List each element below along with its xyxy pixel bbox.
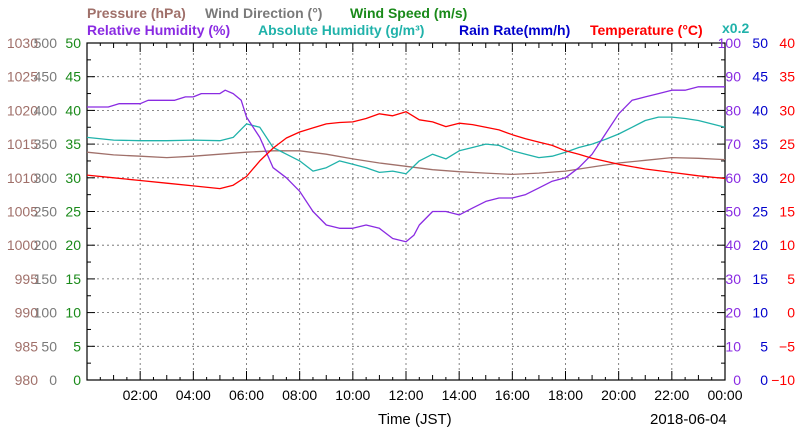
x-tick-label: 14:00 bbox=[442, 387, 477, 403]
x-tick-label: 22:00 bbox=[654, 387, 689, 403]
absolute-humidity-line bbox=[86, 116, 726, 175]
pressure-tick-label: 985 bbox=[15, 338, 39, 354]
pressure-tick-label: 990 bbox=[15, 305, 39, 321]
temperature-tick-label: 20 bbox=[779, 170, 795, 186]
title-wind-direction: Wind Direction (°) bbox=[205, 5, 322, 21]
pressure-line bbox=[86, 150, 726, 176]
wind-speed-tick-label: 20 bbox=[65, 237, 81, 253]
title-wind-speed: Wind Speed (m/s) bbox=[350, 5, 467, 21]
pressure-tick-label: 995 bbox=[15, 271, 39, 287]
temperature-tick-label: 30 bbox=[779, 102, 795, 118]
relative-humidity-tick-label: 70 bbox=[725, 136, 741, 152]
wind-speed-tick-label: 25 bbox=[65, 204, 81, 220]
left-axes: 1030102510201015101010051000995990985980… bbox=[7, 35, 81, 388]
wind-direction-tick-label: 300 bbox=[34, 170, 58, 186]
right-axes: 1009080706050403020100504540353025201510… bbox=[718, 35, 796, 388]
rain-rate-tick-label: 20 bbox=[752, 237, 768, 253]
wind-direction-tick-label: 350 bbox=[34, 136, 58, 152]
wind-direction-tick-label: 100 bbox=[34, 305, 58, 321]
relative-humidity-tick-label: 20 bbox=[725, 305, 741, 321]
relative-humidity-tick-label: 50 bbox=[725, 204, 741, 220]
temperature-tick-label: −10 bbox=[771, 372, 795, 388]
wind-speed-tick-label: 45 bbox=[65, 69, 81, 85]
relative-humidity-tick-label: 10 bbox=[725, 338, 741, 354]
title-pressure: Pressure (hPa) bbox=[87, 5, 186, 21]
x-tick-label: 02:00 bbox=[123, 387, 158, 403]
temperature-tick-label: 0 bbox=[787, 305, 795, 321]
rain-rate-tick-label: 35 bbox=[752, 136, 768, 152]
relative-humidity-tick-label: 60 bbox=[725, 170, 741, 186]
relative-humidity-tick-label: 30 bbox=[725, 271, 741, 287]
axis-ticks bbox=[86, 42, 726, 381]
wind-direction-tick-label: 150 bbox=[34, 271, 58, 287]
temperature-tick-label: −5 bbox=[779, 338, 795, 354]
relative-humidity-tick-label: 0 bbox=[733, 372, 741, 388]
title-absolute-humidity: Absolute Humidity (g/m³) bbox=[258, 22, 424, 38]
wind-speed-tick-label: 30 bbox=[65, 170, 81, 186]
wind-direction-tick-label: 50 bbox=[41, 338, 57, 354]
x-tick-label: 16:00 bbox=[495, 387, 530, 403]
rain-rate-tick-label: 15 bbox=[752, 271, 768, 287]
date-label: 2018-06-04 bbox=[650, 411, 727, 428]
rain-rate-tick-label: 50 bbox=[752, 35, 768, 51]
x-tick-label: 08:00 bbox=[282, 387, 317, 403]
wind-speed-tick-label: 50 bbox=[65, 35, 81, 51]
relative-humidity-tick-label: 90 bbox=[725, 69, 741, 85]
x-tick-label: 04:00 bbox=[176, 387, 211, 403]
temperature-tick-label: 5 bbox=[787, 271, 795, 287]
pressure-tick-label: 980 bbox=[15, 372, 39, 388]
wind-direction-tick-label: 400 bbox=[34, 102, 58, 118]
wind-speed-tick-label: 0 bbox=[73, 372, 81, 388]
rain-rate-tick-label: 45 bbox=[752, 69, 768, 85]
temperature-line bbox=[86, 111, 726, 190]
absolute-humidity-multiplier: x0.2 bbox=[722, 20, 749, 36]
pressure-tick-label: 1025 bbox=[7, 69, 38, 85]
wind-direction-tick-label: 450 bbox=[34, 69, 58, 85]
wind-direction-tick-label: 0 bbox=[49, 372, 57, 388]
relative-humidity-tick-label: 40 bbox=[725, 237, 741, 253]
x-axis-labels: 02:00 04:00 06:00 08:00 10:00 12:00 14:00 16:00… bbox=[123, 387, 743, 403]
x-tick-label: 06:00 bbox=[229, 387, 264, 403]
pressure-tick-label: 1020 bbox=[7, 102, 38, 118]
wind-speed-tick-label: 35 bbox=[65, 136, 81, 152]
title-rain-rate: Rain Rate(mm/h) bbox=[459, 22, 570, 38]
x-axis-label: Time (JST) bbox=[378, 411, 452, 428]
x-tick-label: 20:00 bbox=[601, 387, 636, 403]
title-temperature: Temperature (°C) bbox=[590, 22, 703, 38]
x-tick-label: 18:00 bbox=[548, 387, 583, 403]
pressure-tick-label: 1000 bbox=[7, 237, 38, 253]
wind-direction-tick-label: 500 bbox=[34, 35, 58, 51]
pressure-tick-label: 1030 bbox=[7, 35, 38, 51]
rain-rate-tick-label: 5 bbox=[760, 338, 768, 354]
rain-rate-tick-label: 25 bbox=[752, 204, 768, 220]
temperature-tick-label: 25 bbox=[779, 136, 795, 152]
title-relative-humidity: Relative Humidity (%) bbox=[87, 22, 230, 38]
wind-speed-tick-label: 10 bbox=[65, 305, 81, 321]
grid bbox=[87, 43, 725, 380]
relative-humidity-tick-label: 100 bbox=[718, 35, 742, 51]
wind-direction-tick-label: 200 bbox=[34, 237, 58, 253]
relative-humidity-tick-label: 80 bbox=[725, 102, 741, 118]
x-tick-label: 00:00 bbox=[707, 387, 742, 403]
rain-rate-tick-label: 40 bbox=[752, 102, 768, 118]
temperature-tick-label: 35 bbox=[779, 69, 795, 85]
pressure-tick-label: 1010 bbox=[7, 170, 38, 186]
relative-humidity-line bbox=[87, 86, 725, 243]
wind-direction-tick-label: 250 bbox=[34, 204, 58, 220]
temperature-tick-label: 10 bbox=[779, 237, 795, 253]
temperature-tick-label: 15 bbox=[779, 204, 795, 220]
x-tick-label: 10:00 bbox=[335, 387, 370, 403]
wind-speed-tick-label: 15 bbox=[65, 271, 81, 287]
temperature-tick-label: 40 bbox=[779, 35, 795, 51]
rain-rate-tick-label: 30 bbox=[752, 170, 768, 186]
pressure-tick-label: 1005 bbox=[7, 204, 38, 220]
series-lines bbox=[86, 86, 726, 243]
wind-speed-tick-label: 40 bbox=[65, 102, 81, 118]
pressure-tick-label: 1015 bbox=[7, 136, 38, 152]
rain-rate-tick-label: 10 bbox=[752, 305, 768, 321]
rain-rate-tick-label: 0 bbox=[760, 372, 768, 388]
wind-speed-tick-label: 5 bbox=[73, 338, 81, 354]
x-tick-label: 12:00 bbox=[388, 387, 423, 403]
